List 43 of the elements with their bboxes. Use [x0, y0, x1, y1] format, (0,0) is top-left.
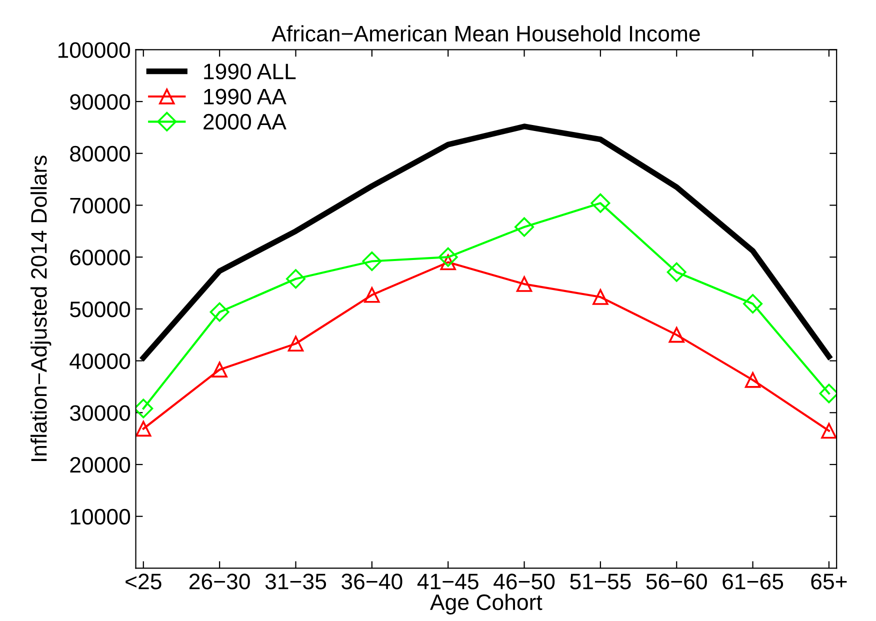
x-tick-label: 56−60: [646, 574, 707, 590]
point: [362, 252, 382, 271]
y-tick-label: 100000: [58, 42, 130, 58]
x-axis-title: Age Cohort: [430, 594, 542, 615]
y-tick-label: 90000: [70, 94, 130, 110]
point: [516, 276, 532, 292]
x-tick-label: 51−55: [570, 574, 631, 590]
y-tick-label: 70000: [70, 198, 130, 214]
point: [744, 372, 761, 388]
point: [592, 289, 608, 305]
point: [286, 269, 306, 289]
point: [668, 327, 684, 343]
y-tick-label: 60000: [70, 250, 130, 266]
x-tick-label: 65+: [811, 574, 847, 590]
legend-label: 2000 AA: [204, 114, 286, 130]
point: [821, 422, 837, 439]
point: [590, 193, 610, 213]
point: [212, 362, 228, 378]
point: [514, 217, 534, 237]
point: [136, 420, 152, 437]
legend-label: 1990 AA: [204, 88, 286, 104]
y-tick-label: 30000: [70, 405, 130, 421]
x-tick-label: <25: [126, 574, 162, 590]
y-tick-label: 50000: [70, 301, 130, 318]
y-tick-label: 80000: [70, 146, 130, 162]
y-tick-label: 40000: [70, 353, 130, 370]
x-tick-label: 41−45: [417, 574, 478, 590]
point: [210, 302, 230, 322]
x-tick-label: 31−35: [265, 574, 326, 590]
x-tick-label: 61−65: [722, 574, 784, 590]
legend-label: 1990 ALL: [204, 64, 296, 80]
point: [364, 287, 380, 303]
point: [666, 262, 686, 282]
x-tick-label: 36−40: [342, 574, 402, 590]
y-tick-label: 10000: [70, 508, 130, 525]
y-axis-title: Inflation−Adjusted 2014 Dollars: [30, 156, 52, 461]
chart-title: African−American Mean Household Income: [272, 25, 700, 42]
point: [743, 294, 763, 314]
x-tick-label: 26−30: [189, 574, 250, 590]
x-tick-label: 46−50: [494, 574, 555, 590]
y-tick-label: 20000: [70, 457, 130, 473]
point: [288, 336, 304, 352]
point: [438, 247, 458, 267]
